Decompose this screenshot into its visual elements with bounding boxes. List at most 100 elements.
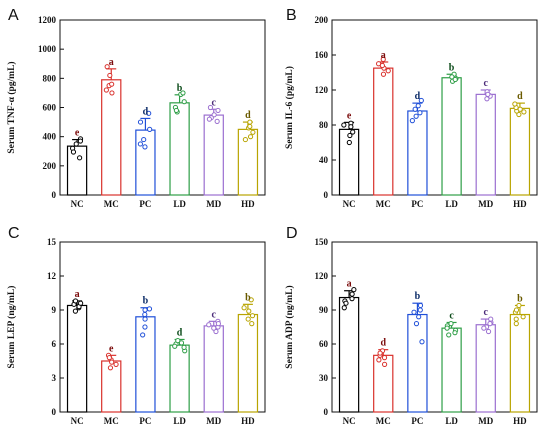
bar-nc [338,296,360,413]
data-point [137,141,143,147]
category-label: PC [139,199,151,209]
panel-letter: A [8,7,19,24]
y-tick-label: 12 [47,271,57,281]
data-point [513,321,519,327]
category-label: PC [411,416,423,426]
data-point [215,107,221,114]
data-point [481,325,487,331]
category-label: MC [376,199,391,209]
significance-label: d [245,110,251,121]
significance-label: c [449,310,454,321]
plot-frame [59,19,266,196]
bar-nc [66,304,88,413]
data-point [381,361,388,367]
y-tick-label: 9 [52,305,57,315]
bar-md [475,324,496,413]
data-point [241,305,247,311]
data-point [70,149,77,155]
data-point [415,103,421,109]
bar-pc [407,313,428,413]
category-label: MD [478,199,493,209]
data-point [417,110,423,116]
significance-label: d [380,338,386,349]
y-tick-label: 200 [315,15,329,25]
data-point [142,144,148,150]
bar-md [203,325,224,413]
significance-label: d [177,327,183,338]
data-point [341,305,347,311]
data-point [379,62,385,69]
data-point [109,359,115,365]
data-point [181,99,187,105]
data-point [411,309,417,315]
data-point [350,129,356,135]
y-tick-label: 15 [47,237,57,247]
y-tick-label: 0 [324,407,329,417]
data-point [516,302,522,309]
data-point [109,81,115,87]
significance-label: b [245,292,251,303]
data-point [409,118,415,124]
data-point [385,68,391,74]
data-point [488,316,494,322]
bar-ld [441,77,462,196]
bar-md [475,93,496,196]
bar-nc [66,145,88,196]
bar-ld [169,102,190,196]
data-point [247,123,253,130]
data-point [418,97,424,104]
data-point [103,87,109,93]
y-tick-label: 6 [52,339,57,349]
y-tick-label: 150 [315,237,329,247]
significance-label: b [177,83,183,94]
data-point [206,116,212,122]
y-axis-label: Serum ADP (ng/mL) [284,285,295,368]
category-label: LD [445,199,458,209]
data-point [349,296,355,302]
data-point [347,132,353,139]
category-label: LD [173,199,186,209]
data-point [449,74,455,80]
y-tick-label: 0 [324,190,329,200]
significance-label: b [449,62,455,73]
significance-label: d [143,106,149,117]
category-label: HD [513,416,527,426]
data-point [247,134,254,140]
category-label: MC [376,416,391,426]
data-point [207,104,214,111]
bar-hd [509,107,531,196]
data-point [446,332,452,338]
data-point [417,307,423,313]
category-label: PC [411,199,423,209]
data-point [341,122,347,128]
data-point [452,76,458,83]
category-label: MC [104,199,119,209]
data-point [250,129,256,135]
data-point [245,316,251,322]
data-point [417,302,424,309]
significance-label: e [75,128,80,139]
data-point [147,126,153,132]
data-point [146,306,153,312]
data-point [107,365,114,371]
category-label: HD [241,199,255,209]
y-tick-label: 120 [315,85,329,95]
significance-label: d [517,91,523,102]
y-tick-label: 30 [319,373,329,383]
data-point [109,90,115,96]
data-point [142,307,148,313]
bar-hd [237,313,259,413]
significance-label: c [212,97,217,108]
category-label: NC [71,199,84,209]
data-point [351,287,357,293]
y-tick-label: 40 [319,155,329,165]
chart-panel-a: A 0 200 400 600 800 1000 1200 Serum TNF-α (pg/mL… [6,7,266,209]
category-label: HD [513,199,527,209]
data-point [380,71,387,77]
data-point [377,350,383,356]
data-point [172,343,178,349]
data-point [381,355,388,361]
data-point [485,328,492,335]
significance-label: b [143,296,149,307]
